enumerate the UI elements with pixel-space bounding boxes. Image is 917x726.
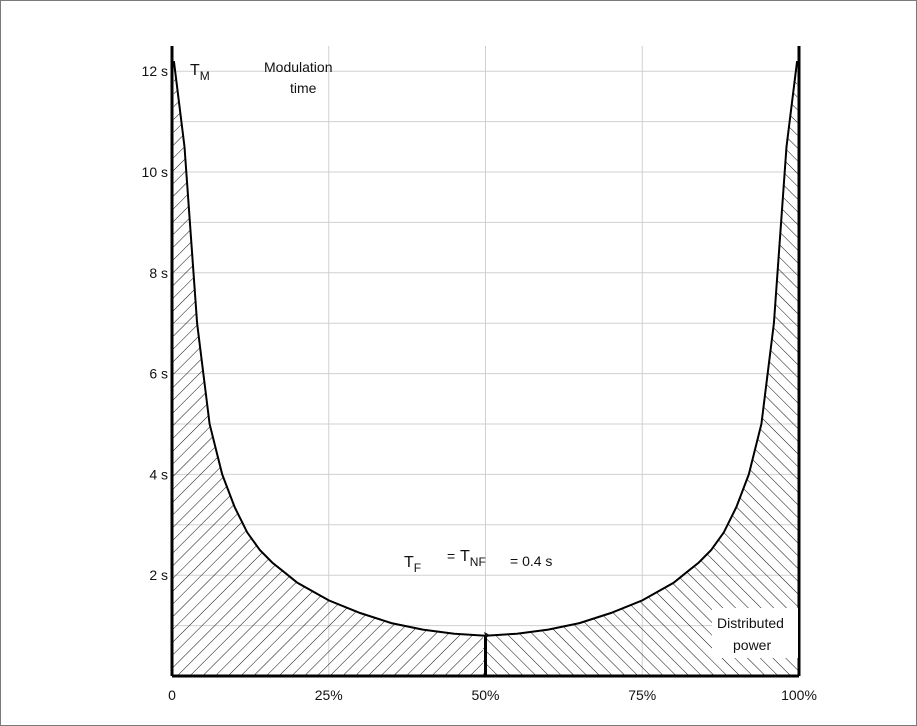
x-desc-line2: power: [733, 637, 771, 653]
axes: [170, 46, 801, 678]
y-tick-label: 12 s: [142, 63, 168, 79]
x-tick-label: 0: [168, 687, 176, 703]
y-tick-label: 4 s: [149, 466, 168, 482]
midpoint-marker: [484, 632, 490, 638]
x-desc-box: [712, 608, 798, 658]
x-desc-line1: Distributed: [717, 615, 784, 631]
y-desc-line1: Modulation: [264, 59, 333, 75]
y-symbol: TM: [190, 62, 210, 83]
y-tick-label: 6 s: [149, 366, 168, 382]
y-desc-line2: time: [290, 80, 317, 96]
eq-tnf: TNF: [460, 548, 486, 569]
eq-value: = 0.4 s: [510, 553, 552, 569]
eq-tf: TF: [404, 554, 421, 575]
y-tick-label: 8 s: [149, 265, 168, 281]
eq-equals: =: [447, 548, 455, 564]
y-tick-label: 2 s: [149, 567, 168, 583]
x-tick-label: 50%: [471, 687, 499, 703]
x-tick-label: 75%: [628, 687, 656, 703]
y-tick-label: 10 s: [142, 164, 168, 180]
x-tick-label: 100%: [781, 687, 817, 703]
hatched-area-left: [172, 61, 483, 676]
x-tick-label: 25%: [315, 687, 343, 703]
tick-labels: 2 s 4 s 6 s 8 s 10 s 12 s 0 25% 50% 75% 100%: [142, 63, 817, 703]
